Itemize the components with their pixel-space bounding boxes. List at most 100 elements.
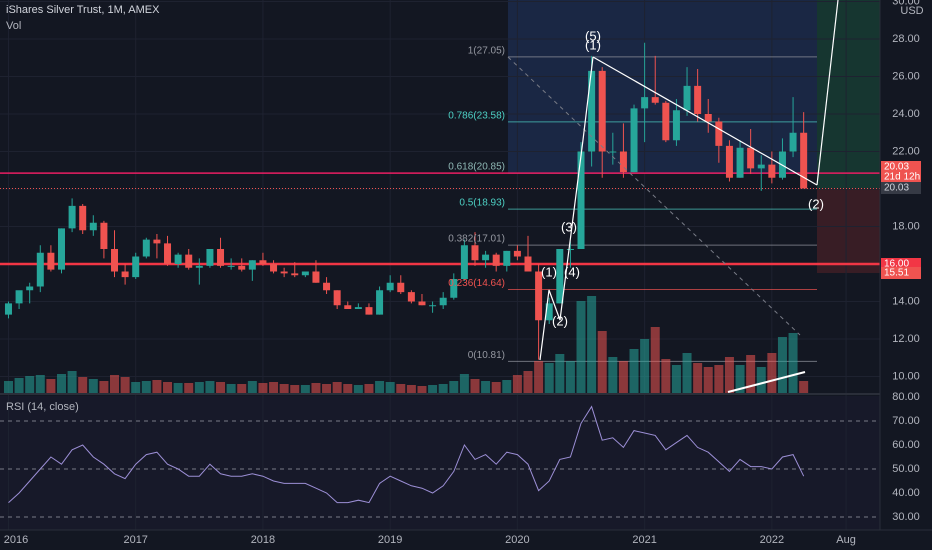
volume-bar [375, 381, 385, 393]
candle-body [694, 85, 702, 114]
volume-bar [300, 385, 310, 393]
y-tick-label: 26.00 [892, 70, 920, 82]
candle-body [15, 290, 23, 304]
price-tag [881, 267, 921, 279]
volume-bar [470, 379, 480, 393]
volume-bar [25, 376, 35, 393]
volume-bar [640, 339, 650, 393]
rsi-tick-label: 60.00 [892, 439, 920, 451]
rsi-title: RSI (14, close) [6, 401, 79, 413]
volume-bar [247, 381, 257, 393]
rsi-tick-label: 50.00 [892, 463, 920, 475]
x-tick-label: 2021 [632, 534, 656, 546]
x-tick-label: 2022 [760, 534, 784, 546]
drawings [0, 0, 932, 531]
volume-bar [131, 382, 141, 393]
volume-bar [163, 382, 173, 393]
candle-body [121, 271, 129, 278]
volume-bar [417, 386, 427, 393]
volume-bar [353, 385, 363, 393]
volume-bar [459, 374, 469, 393]
volume-bar [703, 367, 713, 393]
candle-body [238, 265, 246, 270]
volume-bar [555, 354, 565, 393]
x-tick-label: 2016 [4, 534, 28, 546]
candle-body [333, 290, 341, 306]
volume-bar [216, 382, 226, 393]
volume-bar [226, 384, 236, 393]
fib-label: 1(27.05) [468, 45, 505, 56]
fib-label: 0.5(18.93) [459, 198, 505, 209]
candle-body [715, 121, 723, 146]
volume-bar [279, 384, 289, 393]
volume-bar [184, 383, 194, 393]
candle-body [789, 132, 797, 152]
volume-bar [661, 359, 671, 393]
volume-bar [110, 375, 120, 393]
candle-body [365, 307, 373, 315]
volume-bar [650, 327, 660, 393]
x-tick-label: 2020 [505, 534, 529, 546]
x-tick-label: 2018 [251, 534, 275, 546]
wave-label: (4) [564, 264, 580, 279]
candle-body [704, 114, 712, 122]
volume-bar [428, 385, 438, 393]
y-tick-label: 28.00 [892, 33, 920, 45]
candle-body [142, 239, 150, 257]
candle-body [259, 260, 267, 264]
fib-shade [508, 0, 817, 173]
volume-label: Vol [6, 20, 21, 32]
candle-body [111, 249, 119, 272]
candle-body [513, 250, 521, 257]
y-tick-label: 30.00 [892, 0, 920, 7]
volume-bar [693, 363, 703, 393]
volume-bar [120, 377, 130, 393]
volume-bar [618, 361, 628, 393]
candle-body [524, 256, 532, 272]
wave-label: (1) [585, 37, 601, 52]
candle-body [206, 249, 214, 266]
volume-bar [544, 363, 554, 393]
volume-bar [322, 384, 332, 393]
price-tag [881, 182, 921, 194]
candle-body [598, 70, 606, 152]
volume-bar [396, 384, 406, 393]
projection-line [816, 0, 839, 186]
candle-body [545, 303, 553, 321]
volume-bar [724, 357, 734, 393]
chart-title: iShares Silver Trust, 1M, AMEX [6, 4, 160, 16]
candle-body [747, 147, 755, 169]
candle-body [323, 282, 331, 291]
volume-bar [481, 381, 491, 393]
candle-body [68, 205, 76, 229]
candle-body [312, 271, 320, 283]
candle-body [535, 271, 543, 321]
volume-bar [88, 379, 98, 393]
volume-bar [565, 361, 575, 393]
candle-body [651, 97, 659, 103]
shading [508, 0, 880, 273]
volume-bar [152, 380, 162, 393]
fib-label: 0(10.81) [468, 350, 505, 361]
volume-bar [343, 384, 353, 393]
candle-body [471, 245, 479, 261]
wave-label: (5) [585, 28, 601, 43]
volume-bar [332, 382, 342, 393]
candle-body [630, 108, 638, 173]
volume-bar [14, 378, 24, 393]
candle-body [344, 305, 352, 309]
volume-bar [78, 377, 88, 393]
candle-body [662, 102, 670, 141]
y-tick-label: 12.00 [892, 333, 920, 345]
price-tag-label: 21d 12h [884, 172, 920, 183]
wave-label: (3) [561, 219, 577, 234]
rsi-tick-label: 80.00 [892, 391, 920, 403]
volume-bar [258, 383, 268, 393]
rsi-tick-label: 70.00 [892, 415, 920, 427]
volume-bar [269, 382, 279, 393]
candle-body [641, 97, 649, 109]
wave-label: (1) [541, 264, 557, 279]
candle-body [577, 151, 585, 249]
target-box [817, 0, 880, 189]
